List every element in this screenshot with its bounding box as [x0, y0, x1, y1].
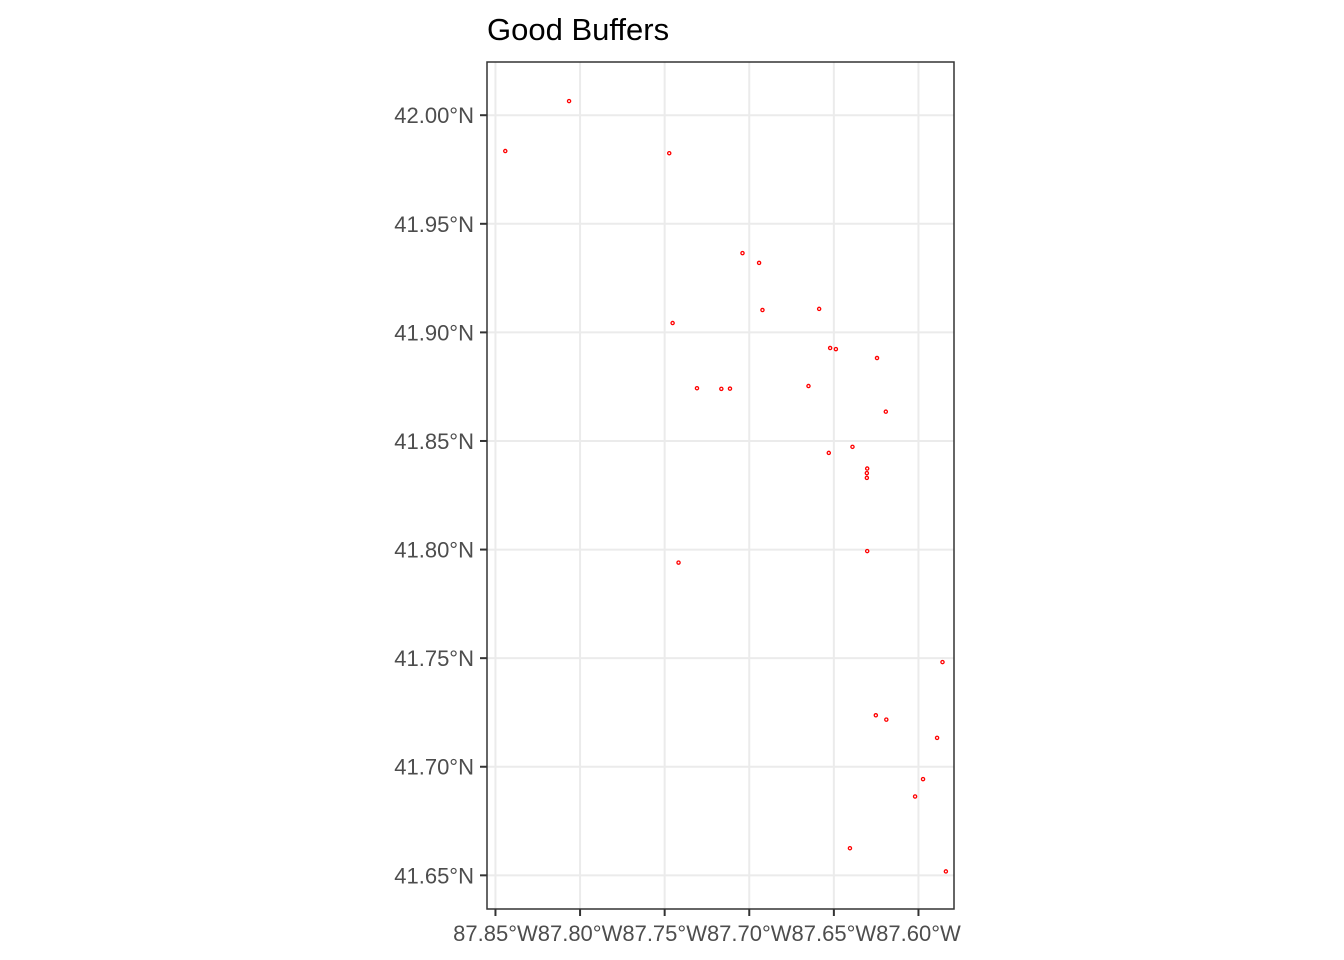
- buffer-point: [827, 345, 833, 351]
- buffer-point: [760, 307, 765, 313]
- panel-border: [486, 61, 955, 910]
- chart-title: Good Buffers: [487, 12, 669, 47]
- x-tick-label: 87.75°W: [622, 921, 707, 946]
- x-tick-label: 87.85°W: [453, 921, 538, 946]
- x-tick-label: 87.80°W: [538, 921, 623, 946]
- buffer-point: [934, 735, 940, 741]
- buffer-point: [940, 659, 945, 665]
- y-tick-label: 41.80°N: [394, 538, 474, 563]
- buffer-point: [676, 560, 681, 565]
- y-tick-label: 42.00°N: [394, 103, 474, 128]
- buffer-point: [864, 466, 870, 471]
- buffer-point: [833, 346, 839, 352]
- buffer-point: [884, 717, 889, 722]
- y-tick-label: 41.70°N: [394, 755, 474, 780]
- buffer-point: [670, 320, 675, 326]
- buffer-point: [873, 713, 879, 718]
- buffer-point: [943, 869, 949, 874]
- buffer-point: [864, 475, 870, 481]
- buffer-point: [806, 383, 811, 389]
- buffer-point: [719, 386, 724, 392]
- buffer-point: [566, 98, 572, 104]
- buffer-point: [666, 150, 672, 156]
- buffer-point: [850, 444, 855, 450]
- buffer-point: [864, 548, 870, 554]
- y-tick-label: 41.85°N: [394, 429, 474, 454]
- buffer-point: [883, 409, 889, 414]
- buffer-point: [864, 470, 870, 476]
- buffer-point: [912, 794, 918, 799]
- buffer-point: [920, 776, 926, 782]
- x-tick-label: 87.65°W: [792, 921, 877, 946]
- buffer-point: [816, 306, 822, 312]
- grid-lines: [487, 62, 954, 909]
- y-tick-label: 41.75°N: [394, 646, 474, 671]
- x-tick-label: 87.60°W: [876, 921, 961, 946]
- buffer-point: [740, 250, 745, 256]
- y-tick-label: 41.90°N: [394, 320, 474, 345]
- buffer-point: [503, 148, 508, 154]
- buffer-point: [756, 260, 762, 266]
- y-tick-label: 41.65°N: [394, 863, 474, 888]
- buffer-point: [694, 385, 700, 391]
- data-points: [503, 98, 949, 874]
- buffer-point: [727, 386, 733, 391]
- buffer-point: [847, 845, 853, 851]
- buffer-point: [826, 450, 832, 456]
- buffer-point: [874, 355, 880, 361]
- axes: 87.85°W 87.80°W 87.75°W 87.70°W 87.65°W 87.60…: [394, 103, 961, 946]
- x-tick-label: 87.70°W: [707, 921, 792, 946]
- y-tick-label: 41.95°N: [394, 212, 474, 237]
